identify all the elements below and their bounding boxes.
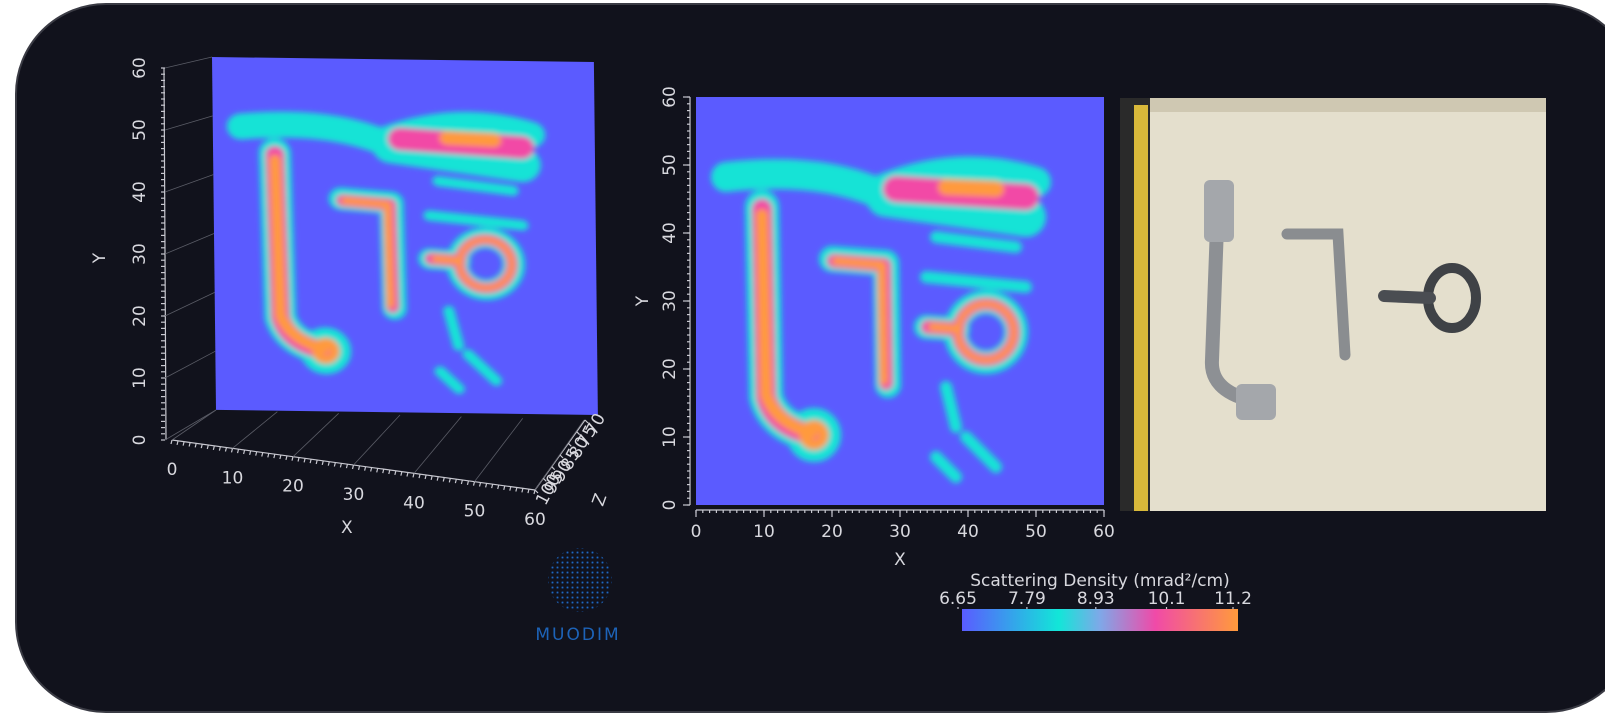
photo bbox=[1120, 98, 1546, 511]
volume-render bbox=[212, 57, 598, 415]
colorbar-tick-label: 8.93 bbox=[1077, 589, 1115, 609]
logo-text: MUODIM bbox=[535, 625, 620, 645]
y-tick-label: 10 bbox=[130, 367, 150, 389]
y-tick-label: 40 bbox=[130, 181, 150, 203]
x-tick-label: 50 bbox=[1025, 522, 1047, 542]
x-tick-label: 30 bbox=[343, 485, 365, 505]
heatmap bbox=[696, 97, 1104, 505]
y-tick-label: 60 bbox=[660, 86, 680, 108]
y-tick-label: 10 bbox=[660, 426, 680, 448]
colorbar-tick-label: 6.65 bbox=[939, 589, 977, 609]
x-tick-label: 60 bbox=[1093, 522, 1115, 542]
y-tick-label: 0 bbox=[130, 435, 150, 446]
y-tick-label: 30 bbox=[660, 290, 680, 312]
y-axis-label: Y bbox=[90, 252, 110, 264]
x-axis-label: X bbox=[894, 550, 906, 570]
x-tick-label: 60 bbox=[524, 510, 546, 530]
colorbar-tick-label: 10.1 bbox=[1148, 589, 1186, 609]
x-tick-label: 40 bbox=[957, 522, 979, 542]
page: X Y Z 0102030405060010203040506010095908… bbox=[0, 0, 1605, 718]
colorbar-gradient bbox=[962, 609, 1238, 631]
x-tick-label: 20 bbox=[821, 522, 843, 542]
x-tick-label: 0 bbox=[167, 460, 178, 480]
y-tick-label: 50 bbox=[130, 119, 150, 141]
colorbar-title: Scattering Density (mrad²/cm) bbox=[970, 571, 1230, 591]
x-tick-label: 50 bbox=[464, 502, 486, 522]
plot-2d: X Y 0 10 20 30 40 50 60 0 10 20 30 40 50 60 bbox=[633, 86, 1115, 570]
y-tick-label: 20 bbox=[660, 358, 680, 380]
x-tick-label: 10 bbox=[753, 522, 775, 542]
y-tick-label: 60 bbox=[130, 57, 150, 79]
colorbar-tick-label: 7.79 bbox=[1008, 589, 1046, 609]
y-tick-label: 40 bbox=[660, 222, 680, 244]
y-tick-label: 30 bbox=[130, 243, 150, 265]
x-axis-label: X bbox=[341, 518, 353, 538]
y-tick-label: 0 bbox=[660, 500, 680, 511]
y-tick-label: 50 bbox=[660, 154, 680, 176]
x-tick-label: 10 bbox=[222, 468, 244, 488]
y-axis-label: Y bbox=[633, 295, 653, 307]
colorbar-tick-label: 11.2 bbox=[1214, 589, 1252, 609]
y-tick-label: 20 bbox=[130, 305, 150, 327]
x-tick-label: 0 bbox=[691, 522, 702, 542]
x-tick-label: 40 bbox=[403, 493, 425, 513]
x-tick-label: 30 bbox=[889, 522, 911, 542]
x-tick-label: 20 bbox=[282, 477, 304, 497]
